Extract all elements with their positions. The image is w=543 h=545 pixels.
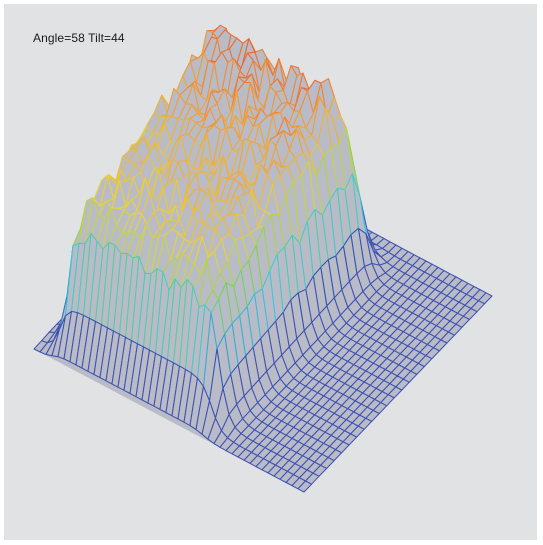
plot-frame: Angle=58 Tilt=44 [4,4,537,540]
surface-mesh [33,24,493,493]
tilt-label: Tilt= [88,31,112,45]
angle-value: 58 [71,31,85,45]
surface-cell [297,480,313,493]
angle-label: Angle= [33,31,72,45]
tilt-value: 44 [111,31,125,45]
surface-plot[interactable] [4,4,537,540]
view-readout: Angle=58 Tilt=44 [33,31,125,45]
